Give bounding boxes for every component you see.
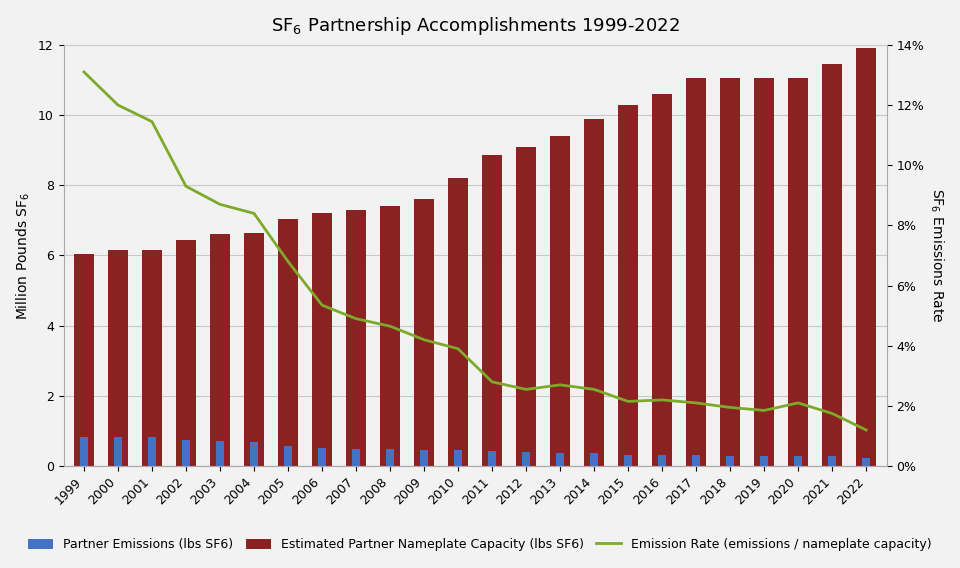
- Emission Rate (emissions / nameplate capacity): [657, 396, 668, 403]
- Emission Rate (emissions / nameplate capacity): [419, 336, 430, 343]
- Bar: [788, 78, 808, 466]
- Bar: [488, 452, 496, 466]
- Bar: [454, 450, 463, 466]
- Bar: [448, 178, 468, 466]
- Bar: [522, 452, 530, 466]
- Bar: [482, 156, 502, 466]
- Bar: [420, 450, 428, 466]
- Bar: [658, 455, 666, 466]
- Bar: [346, 210, 366, 466]
- Emission Rate (emissions / nameplate capacity): [146, 118, 157, 125]
- Bar: [74, 254, 94, 466]
- Bar: [318, 448, 326, 466]
- Emission Rate (emissions / nameplate capacity): [384, 323, 396, 329]
- Emission Rate (emissions / nameplate capacity): [588, 386, 600, 393]
- Bar: [176, 240, 196, 466]
- Emission Rate (emissions / nameplate capacity): [249, 210, 260, 217]
- Bar: [181, 440, 190, 466]
- Bar: [624, 454, 633, 466]
- Emission Rate (emissions / nameplate capacity): [282, 258, 294, 265]
- Bar: [516, 147, 537, 466]
- Emission Rate (emissions / nameplate capacity): [758, 407, 770, 414]
- Bar: [584, 119, 604, 466]
- Y-axis label: SF$_6$ Emissions Rate: SF$_6$ Emissions Rate: [927, 188, 945, 323]
- Bar: [284, 446, 292, 466]
- Emission Rate (emissions / nameplate capacity): [860, 427, 872, 433]
- Bar: [685, 78, 707, 466]
- Emission Rate (emissions / nameplate capacity): [690, 399, 702, 406]
- Emission Rate (emissions / nameplate capacity): [622, 398, 634, 405]
- Bar: [250, 442, 258, 466]
- Bar: [760, 456, 768, 466]
- Emission Rate (emissions / nameplate capacity): [725, 404, 736, 411]
- Bar: [108, 250, 129, 466]
- Bar: [856, 48, 876, 466]
- Y-axis label: Million Pounds SF$_6$: Million Pounds SF$_6$: [15, 191, 33, 320]
- Bar: [726, 456, 734, 466]
- Bar: [210, 235, 230, 466]
- Emission Rate (emissions / nameplate capacity): [487, 378, 498, 385]
- Bar: [216, 441, 225, 466]
- Bar: [414, 199, 434, 466]
- Title: SF$_6$ Partnership Accomplishments 1999-2022: SF$_6$ Partnership Accomplishments 1999-…: [271, 15, 680, 37]
- Emission Rate (emissions / nameplate capacity): [316, 302, 327, 308]
- Bar: [312, 214, 332, 466]
- Bar: [277, 219, 299, 466]
- Emission Rate (emissions / nameplate capacity): [554, 382, 565, 389]
- Emission Rate (emissions / nameplate capacity): [452, 345, 464, 352]
- Emission Rate (emissions / nameplate capacity): [350, 315, 362, 322]
- Bar: [550, 136, 570, 466]
- Line: Emission Rate (emissions / nameplate capacity): Emission Rate (emissions / nameplate cap…: [84, 72, 866, 430]
- Bar: [148, 437, 156, 466]
- Bar: [794, 456, 803, 466]
- Bar: [692, 455, 701, 466]
- Bar: [113, 437, 122, 466]
- Bar: [720, 78, 740, 466]
- Bar: [618, 105, 638, 466]
- Bar: [386, 449, 395, 466]
- Emission Rate (emissions / nameplate capacity): [78, 69, 89, 76]
- Legend: Partner Emissions (lbs SF6), Estimated Partner Nameplate Capacity (lbs SF6), Emi: Partner Emissions (lbs SF6), Estimated P…: [23, 533, 937, 556]
- Bar: [822, 64, 842, 466]
- Emission Rate (emissions / nameplate capacity): [792, 399, 804, 406]
- Bar: [380, 206, 400, 466]
- Bar: [589, 453, 598, 466]
- Emission Rate (emissions / nameplate capacity): [180, 183, 192, 190]
- Bar: [351, 449, 360, 466]
- Bar: [142, 250, 162, 466]
- Bar: [652, 94, 672, 466]
- Bar: [754, 78, 775, 466]
- Emission Rate (emissions / nameplate capacity): [112, 102, 124, 108]
- Bar: [556, 453, 564, 466]
- Emission Rate (emissions / nameplate capacity): [520, 386, 532, 393]
- Bar: [828, 456, 836, 466]
- Bar: [862, 458, 871, 466]
- Emission Rate (emissions / nameplate capacity): [827, 410, 838, 417]
- Bar: [80, 437, 88, 466]
- Emission Rate (emissions / nameplate capacity): [214, 201, 226, 208]
- Bar: [244, 233, 264, 466]
